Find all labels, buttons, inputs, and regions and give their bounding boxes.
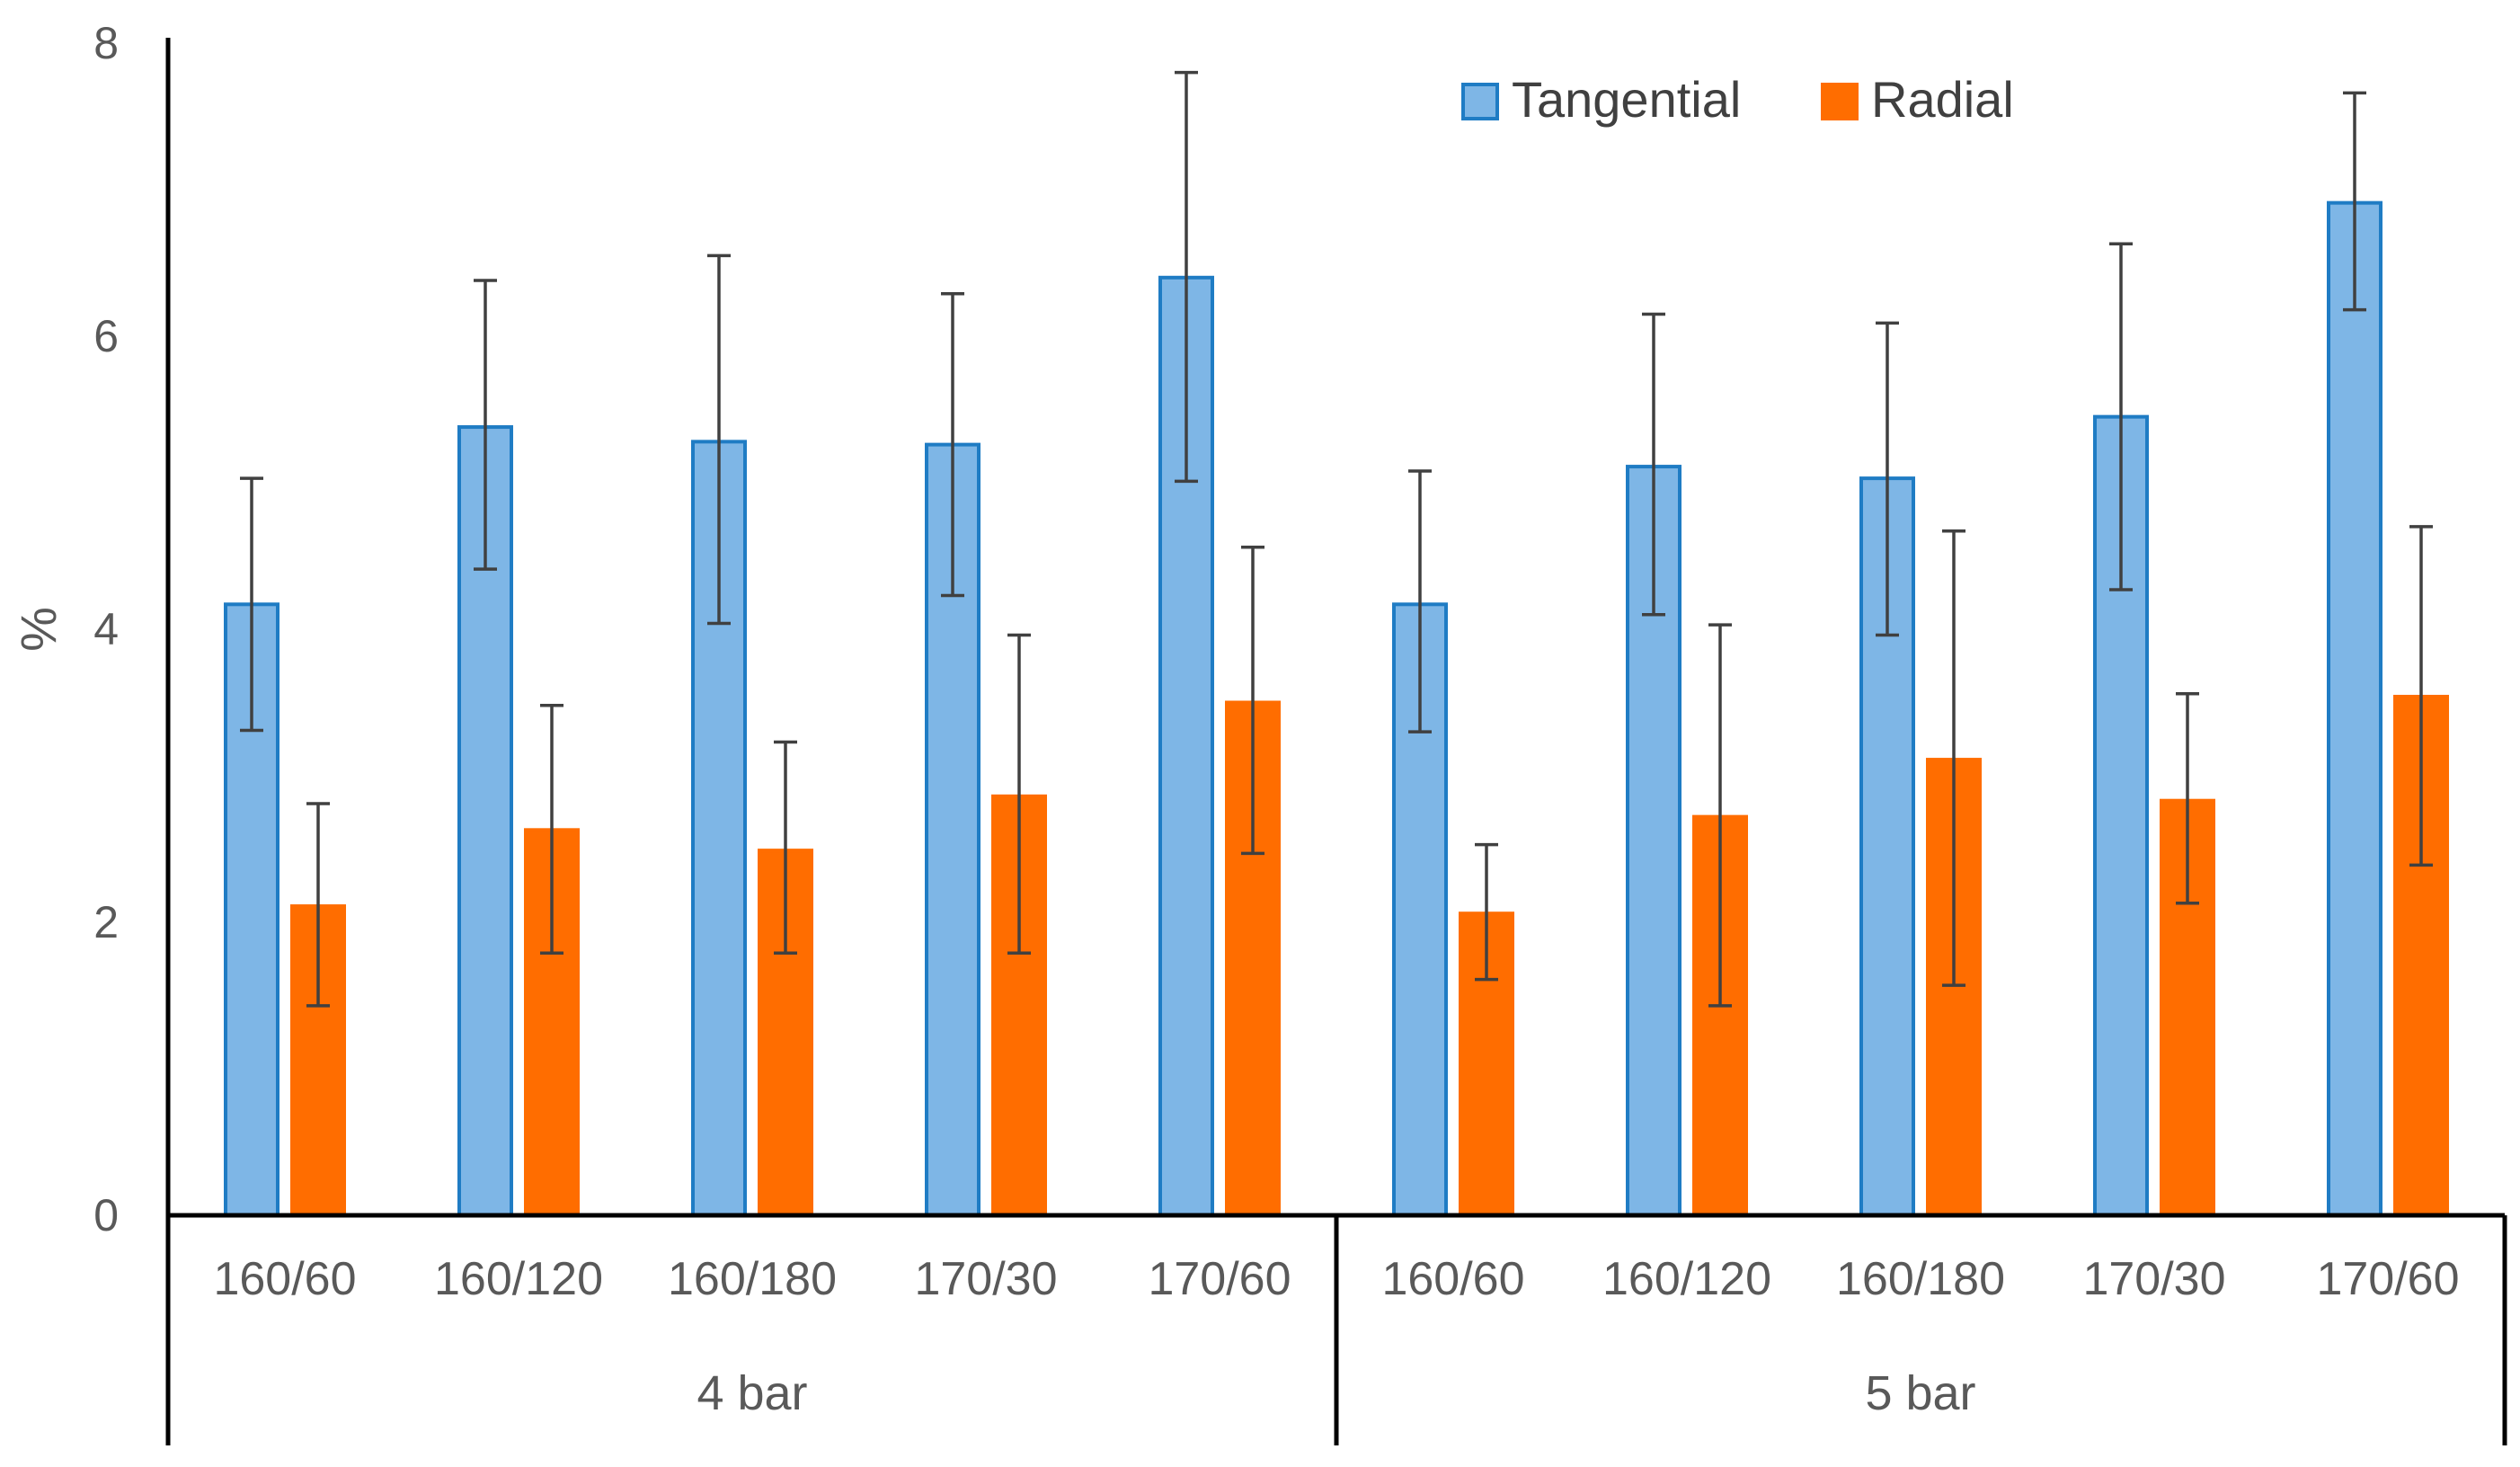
error-bar-radial-7 [1708,623,1732,1008]
y-tick-label: 0 [93,1190,119,1240]
error-bar-tangential-5 [1175,70,1198,484]
error-bar-radial-8 [1942,529,1965,987]
legend-swatch-tangential [1461,83,1499,120]
error-bar-tangential-8 [1876,321,1899,637]
y-tick-label: 4 [93,604,119,654]
x-group-label: 4 bar [697,1366,807,1420]
x-category-label: 170/30 [2082,1253,2225,1305]
x-axis-labels: 160/60 160/120 160/180 170/30 170/60 4 bar 160… [213,1253,2459,1420]
error-bar-radial-3 [774,740,797,955]
y-tick-label: 8 [93,18,119,68]
error-bar-tangential-7 [1642,312,1665,617]
x-category-label: 160/180 [1836,1253,2005,1305]
legend-item-tangential: Tangential [1461,71,1741,128]
legend-swatch-radial [1821,83,1859,120]
error-bar-radial-1 [306,802,330,1008]
legend-item-radial: Radial [1821,71,2014,128]
x-category-label: 160/180 [668,1253,837,1305]
x-category-label: 170/60 [2316,1253,2459,1305]
legend: Tangential Radial [1461,71,2014,128]
error-bar-radial-4 [1007,633,1031,955]
error-bars [240,70,2433,1008]
axes [165,38,2507,1445]
bar-radial-8 [1926,758,1982,1217]
error-bar-radial-6 [1475,842,1498,982]
error-bar-tangential-6 [1408,469,1432,734]
x-category-label: 160/60 [1381,1253,1524,1305]
bar-tangential-10 [2327,200,2382,1217]
x-group-label: 5 bar [1865,1366,1975,1420]
bar-tangential-4 [925,442,980,1217]
error-bar-tangential-4 [941,291,964,598]
legend-label-tangential: Tangential [1512,71,1741,128]
legend-label-radial: Radial [1871,71,2014,128]
error-bar-radial-9 [2176,691,2199,905]
x-category-label: 160/120 [1602,1253,1771,1305]
error-bar-tangential-9 [2109,242,2133,591]
error-bar-tangential-2 [474,279,497,571]
x-category-label: 160/120 [434,1253,603,1305]
plot-area [224,200,2449,1218]
y-axis-title: % [10,607,67,652]
error-bar-radial-2 [540,704,563,955]
error-bar-tangential-1 [240,476,263,733]
error-bar-radial-10 [2409,525,2433,867]
x-category-label: 160/60 [213,1253,356,1305]
error-bar-radial-5 [1241,545,1264,856]
x-category-label: 170/30 [914,1253,1057,1305]
y-tick-label: 6 [93,311,119,361]
error-bar-tangential-3 [707,253,731,626]
x-category-label: 170/60 [1148,1253,1291,1305]
error-bar-tangential-10 [2343,91,2366,312]
y-axis-ticks: 0 2 4 6 8 [93,18,119,1240]
y-tick-label: 2 [93,897,119,947]
